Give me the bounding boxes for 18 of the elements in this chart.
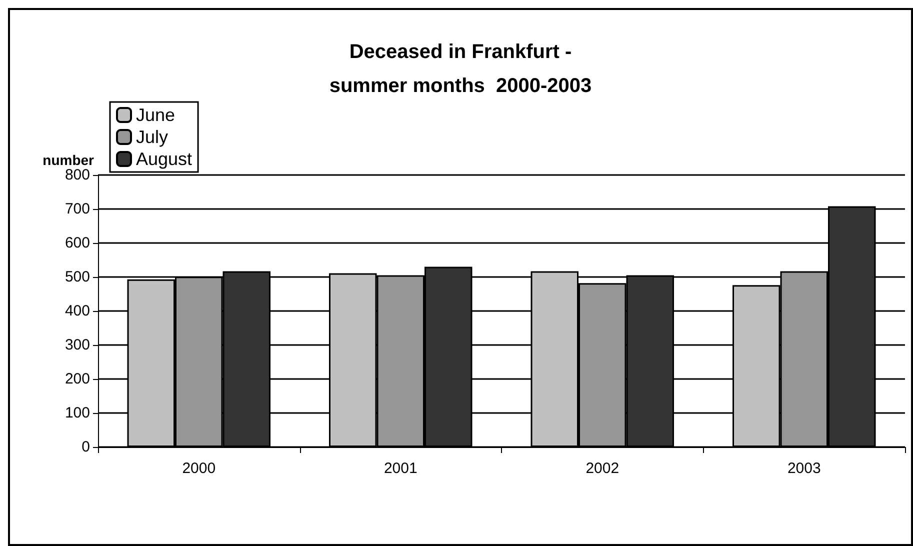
legend-label: July	[136, 127, 168, 147]
y-tick-label: 800	[64, 166, 90, 184]
y-tick-label: 600	[64, 234, 90, 252]
y-tick-label: 200	[64, 370, 90, 388]
y-tick-label: 300	[64, 336, 90, 354]
y-axis-title: number	[42, 152, 95, 168]
x-tick-label: 2000	[182, 460, 216, 477]
legend-label: August	[136, 149, 192, 169]
x-tick-label: 2002	[586, 460, 620, 477]
legend-label: June	[136, 105, 176, 125]
y-tick-label: 400	[64, 302, 90, 320]
y-tick-label: 100	[64, 404, 90, 422]
y-tick-label: 700	[64, 200, 90, 218]
x-tick-label: 2001	[384, 460, 418, 477]
x-tick-label: 2003	[787, 460, 821, 477]
y-tick-label: 500	[64, 268, 90, 286]
chart-title: Deceased in Frankfurt - summer months 2000-2003	[329, 41, 592, 97]
y-tick-label: 0	[82, 438, 90, 456]
